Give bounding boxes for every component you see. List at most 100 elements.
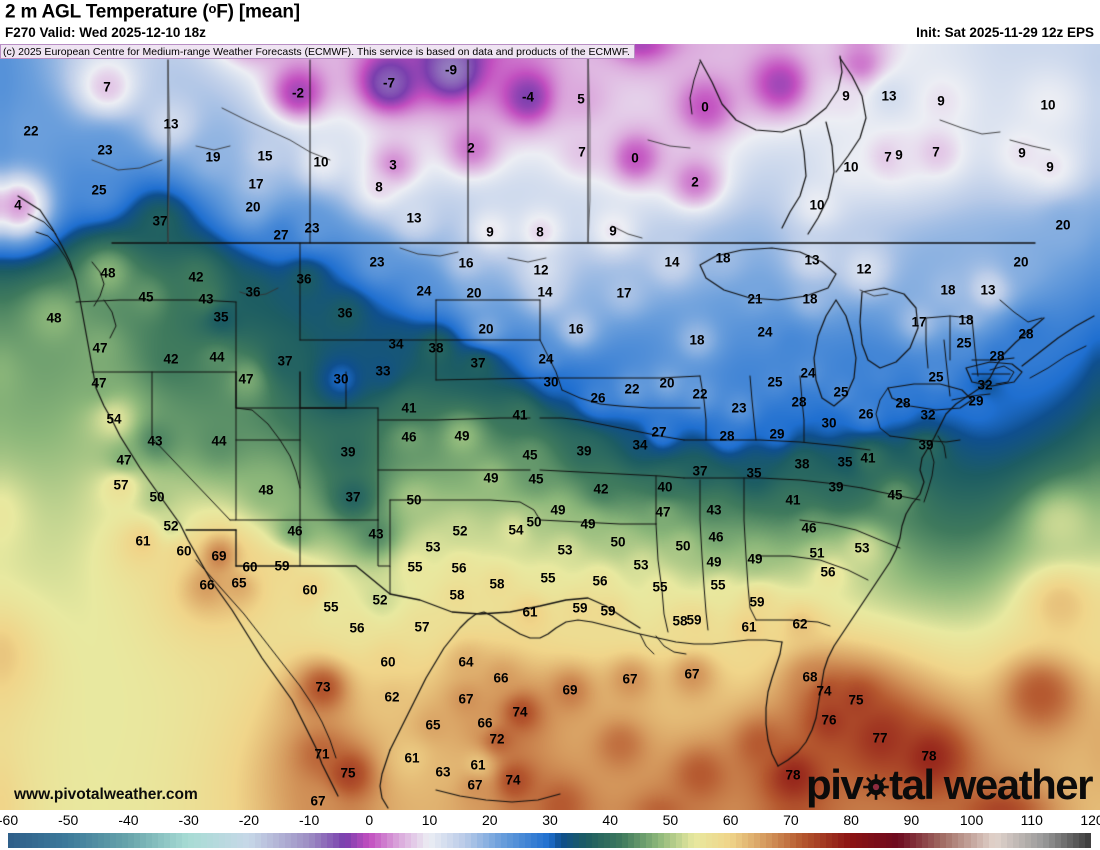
temperature-value-label: 8 (375, 179, 383, 195)
colorbar-swatch (603, 833, 610, 848)
temperature-value-label: 30 (543, 374, 559, 390)
temperature-value-label: 20 (478, 321, 494, 337)
colorbar-swatch (399, 833, 406, 848)
colorbar-swatch (543, 833, 550, 848)
colorbar-swatch (441, 833, 448, 848)
map-canvas-area[interactable]: 7 -2 -7 -9 -4 5 0 9 13 22 13 2 7 0 10 9 7 9 9 23 19 15 10 3 17 8 2… (0, 44, 1100, 810)
temperature-value-label: 61 (470, 757, 486, 773)
colorbar-tick: -30 (178, 812, 199, 828)
temperature-value-label: 76 (821, 712, 837, 728)
colorbar-swatch (176, 833, 183, 848)
colorbar-swatch (928, 833, 935, 848)
colorbar-swatch (38, 833, 45, 848)
colorbar-swatch (964, 833, 971, 848)
colorbar-swatch (44, 833, 51, 848)
temperature-value-label: 34 (388, 336, 404, 352)
brand-watermark-pre: piv (806, 761, 864, 808)
colorbar-swatch (537, 833, 544, 848)
temperature-value-label: 20 (466, 285, 482, 301)
temperature-value-label: 73 (315, 679, 331, 695)
temperature-value-label: 22 (692, 386, 708, 402)
temperature-value-label: 64 (458, 654, 474, 670)
temperature-value-label: 67 (622, 671, 638, 687)
colorbar-swatch (699, 833, 706, 848)
colorbar-swatch (140, 833, 147, 848)
colorbar-swatch (663, 833, 670, 848)
colorbar-swatch (1066, 833, 1073, 848)
temperature-value-label: 55 (652, 579, 668, 595)
colorbar-swatch (278, 833, 285, 848)
temperature-value-label: 14 (664, 254, 680, 270)
colorbar-swatch (68, 833, 75, 848)
temperature-value-label: 18 (802, 291, 818, 307)
colorbar-tick: 40 (602, 812, 619, 828)
colorbar-swatch (820, 833, 827, 848)
temperature-value-label: 44 (209, 349, 225, 365)
colorbar-tick: 120 (1080, 812, 1100, 828)
temperature-value-label: 50 (406, 492, 422, 508)
colorbar-swatch (435, 833, 442, 848)
temperature-value-label: 59 (686, 612, 702, 628)
temperature-value-label: 56 (349, 620, 365, 636)
page-title: 2 m AGL Temperature (oF) [mean] (5, 1, 300, 24)
colorbar-swatch (465, 833, 472, 848)
colorbar-swatch (1054, 833, 1061, 848)
colorbar-swatch (675, 833, 682, 848)
colorbar-swatch (296, 833, 303, 848)
temperature-value-label: 23 (731, 400, 747, 416)
temperature-value-label: 56 (820, 564, 836, 580)
colorbar-swatch (122, 833, 129, 848)
temperature-value-label: 61 (741, 619, 757, 635)
colorbar-swatch (988, 833, 995, 848)
colorbar-swatch (74, 833, 81, 848)
colorbar-swatch (778, 833, 785, 848)
colorbar-swatch (1036, 833, 1043, 848)
colorbar-swatch (308, 833, 315, 848)
colorbar-swatch (838, 833, 845, 848)
temperature-value-label: 71 (314, 746, 330, 762)
temperature-value-label: 46 (708, 529, 724, 545)
temperature-value-label: 65 (425, 717, 441, 733)
temperature-value-label: 48 (100, 265, 116, 281)
temperature-value-label: 36 (245, 284, 261, 300)
colorbar-swatch (362, 833, 369, 848)
colorbar-swatch (982, 833, 989, 848)
temperature-value-label: 47 (655, 504, 671, 520)
colorbar-swatch (609, 833, 616, 848)
colorbar-swatch (910, 833, 917, 848)
brand-watermark-post: tal weather (889, 761, 1093, 808)
temperature-value-label: 28 (1018, 326, 1034, 342)
temperature-value-label: 72 (489, 731, 505, 747)
colorbar-tick: -50 (58, 812, 79, 828)
colorbar-swatch (212, 833, 219, 848)
colorbar-swatch (549, 833, 556, 848)
colorbar-swatch (477, 833, 484, 848)
temperature-value-label: 49 (580, 516, 596, 532)
temperature-value-label: 50 (675, 538, 691, 554)
temperature-value-label: 18 (715, 250, 731, 266)
temperature-value-label: 67 (310, 793, 326, 809)
temperature-value-label: 23 (304, 220, 320, 236)
temperature-value-label: 59 (274, 558, 290, 574)
colorbar-swatch (747, 833, 754, 848)
temperature-value-label: 17 (911, 314, 927, 330)
temperature-value-label: 25 (956, 335, 972, 351)
temperature-value-label: 41 (785, 492, 801, 508)
temperature-value-label: 49 (706, 554, 722, 570)
colorbar-swatch (615, 833, 622, 848)
colorbar-swatch (525, 833, 532, 848)
colorbar-swatch (302, 833, 309, 848)
colorbar-swatch (284, 833, 291, 848)
colorbar-tick: 60 (722, 812, 739, 828)
colorbar-swatch (796, 833, 803, 848)
colorbar-swatch (146, 833, 153, 848)
colorbar-tick: -40 (118, 812, 139, 828)
temperature-value-label: 51 (809, 545, 825, 561)
temperature-value-label: 25 (767, 374, 783, 390)
temperature-value-label: 18 (689, 332, 705, 348)
temperature-value-label: 7 (578, 144, 586, 160)
temperature-value-label: 18 (940, 282, 956, 298)
colorbar-swatch (627, 833, 634, 848)
temperature-value-label: 27 (651, 424, 667, 440)
